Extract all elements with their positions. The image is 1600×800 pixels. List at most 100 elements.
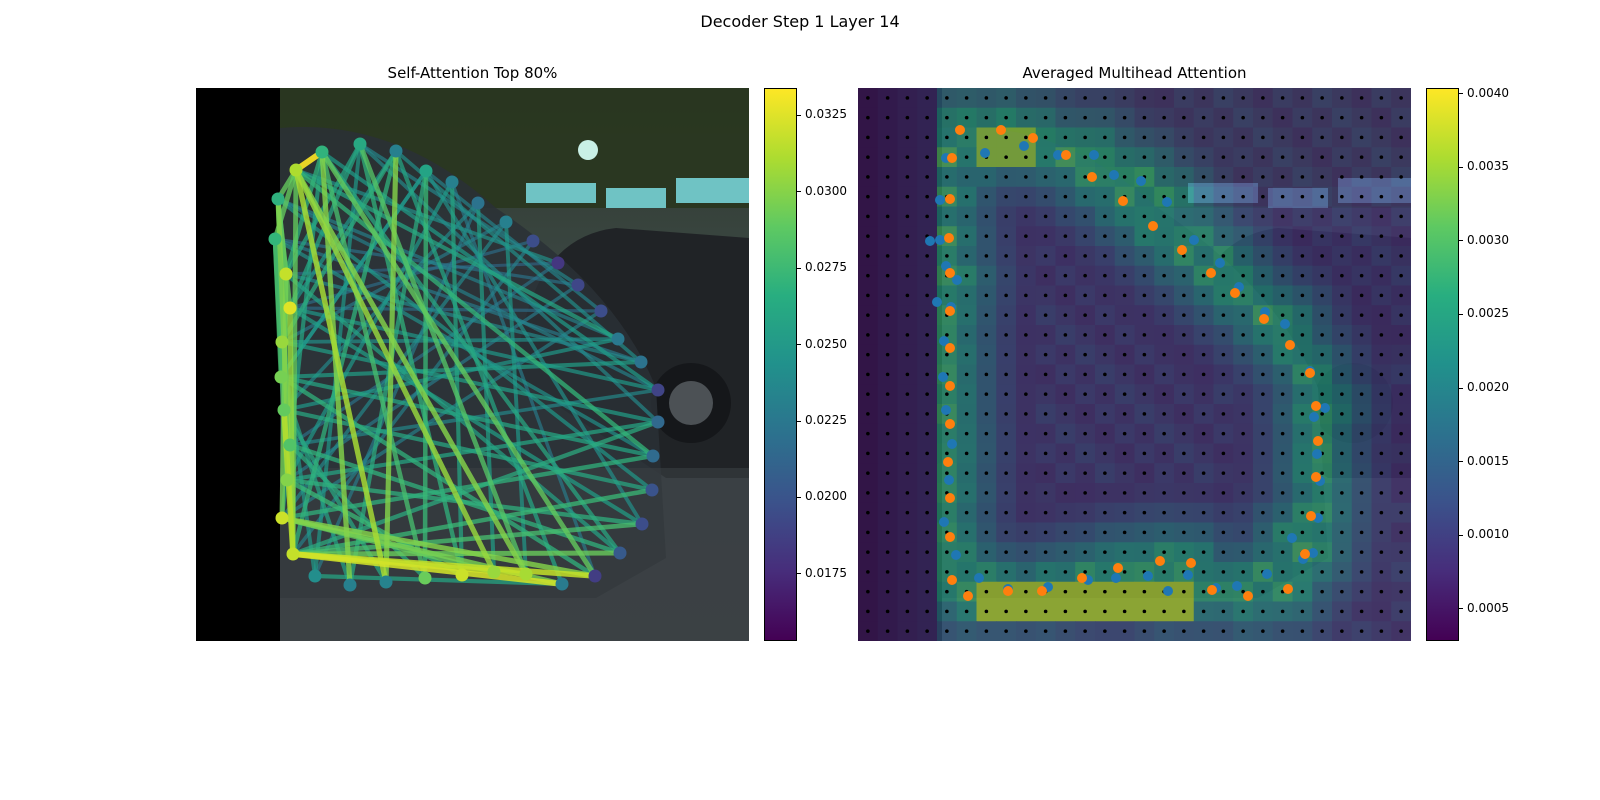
grid-dot <box>1320 194 1324 199</box>
grid-dot <box>1103 115 1107 120</box>
grid-dot <box>1300 194 1305 199</box>
grid-dot <box>1359 451 1364 456</box>
grid-dot <box>1359 412 1364 416</box>
colorbar-tick-label: 0.0325 <box>805 107 847 122</box>
grid-dot <box>1024 412 1028 416</box>
grid-dot <box>1004 293 1008 298</box>
grid-dot <box>964 155 969 159</box>
contour-point <box>445 175 459 189</box>
grid-dot <box>925 214 929 219</box>
contour-point <box>613 546 627 560</box>
contour-point <box>315 145 329 159</box>
grid-dot <box>1043 570 1048 574</box>
grid-dot <box>1004 194 1008 199</box>
grid-dot <box>1004 352 1008 357</box>
grid-dot <box>1399 570 1403 574</box>
contour-point <box>1077 573 1087 583</box>
grid-dot <box>964 510 969 515</box>
grid-dot <box>1399 214 1403 219</box>
grid-dot <box>905 392 910 396</box>
attention-edge <box>290 148 399 557</box>
grid-dot <box>1122 451 1127 456</box>
grid-dot <box>1182 471 1186 475</box>
grid-dot <box>1261 510 1265 515</box>
grid-dot <box>1320 273 1324 278</box>
grid-dot <box>885 214 890 219</box>
grid-dot <box>1162 530 1166 535</box>
grid-dot <box>1004 530 1008 535</box>
grid-dot <box>1359 175 1364 179</box>
grid-dot <box>1261 431 1265 436</box>
grid-dot <box>1063 510 1068 515</box>
grid-dot <box>1162 313 1166 317</box>
grid-dot <box>1201 550 1206 554</box>
grid-dot <box>1004 510 1008 515</box>
grid-dot <box>1122 510 1127 515</box>
contour-point <box>1183 570 1193 580</box>
grid-dot <box>1241 115 1245 120</box>
grid-dot <box>1241 234 1245 238</box>
grid-dot <box>905 451 910 456</box>
grid-dot <box>1300 609 1305 614</box>
grid-dot <box>1024 115 1028 120</box>
grid-dot <box>1103 491 1107 495</box>
grid-dot <box>1103 135 1107 140</box>
grid-dot <box>1320 372 1324 377</box>
grid-dot <box>1083 471 1087 475</box>
grid-dot <box>885 273 890 278</box>
grid-dot <box>1320 175 1324 179</box>
grid-dot <box>1103 234 1107 238</box>
contour-point <box>945 419 955 429</box>
contour-point <box>1136 176 1146 186</box>
colorbar-tick-mark <box>1459 240 1463 242</box>
grid-dot <box>1221 589 1226 594</box>
grid-dot <box>925 135 929 140</box>
grid-dot <box>866 372 870 377</box>
grid-dot <box>1103 431 1107 436</box>
grid-dot <box>1359 550 1364 554</box>
grid-dot <box>984 234 989 238</box>
colorbar-tick-label: 0.0175 <box>805 565 847 580</box>
grid-dot <box>1280 254 1285 258</box>
grid-dot <box>1340 451 1344 456</box>
grid-dot <box>1024 471 1028 475</box>
grid-dot <box>1280 135 1285 140</box>
grid-dot <box>925 194 929 199</box>
grid-dot <box>1359 234 1364 238</box>
contour-point <box>1111 573 1121 583</box>
contour-point <box>1320 403 1330 413</box>
grid-dot <box>1340 570 1344 574</box>
grid-dot <box>1103 451 1107 456</box>
grid-dot <box>1122 214 1127 219</box>
grid-dot <box>984 96 989 100</box>
grid-dot <box>1043 352 1048 357</box>
grid-dot <box>964 609 969 614</box>
grid-dot <box>866 234 870 238</box>
grid-dot <box>885 254 890 258</box>
grid-dot <box>1063 471 1068 475</box>
grid-dot <box>1300 175 1305 179</box>
grid-dot <box>925 313 929 317</box>
grid-dot <box>1103 175 1107 179</box>
grid-dot <box>925 175 929 179</box>
grid-dot <box>1083 313 1087 317</box>
grid-dot <box>964 570 969 574</box>
contour-point <box>279 267 293 281</box>
grid-dot <box>1162 333 1166 337</box>
grid-dot <box>1359 609 1364 614</box>
contour-point <box>283 301 297 315</box>
grid-dot <box>1142 214 1147 219</box>
grid-dot <box>1103 589 1107 594</box>
grid-dot <box>1399 352 1403 357</box>
grid-dot <box>1261 194 1265 199</box>
grid-dot <box>1359 313 1364 317</box>
grid-dot <box>1399 155 1403 159</box>
contour-point <box>611 332 625 346</box>
colorbar-tick-mark <box>797 114 801 116</box>
contour-point <box>1148 221 1158 231</box>
grid-dot <box>866 135 870 140</box>
grid-dot <box>1300 333 1305 337</box>
grid-dot <box>1043 392 1048 396</box>
grid-dot <box>1399 135 1403 140</box>
contour-point <box>455 568 469 582</box>
